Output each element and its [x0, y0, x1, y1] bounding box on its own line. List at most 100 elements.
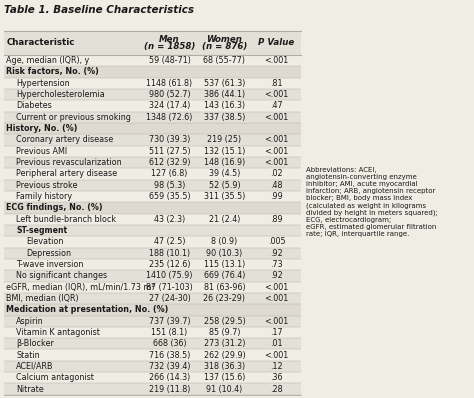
- Bar: [4, 66, 301, 78]
- Text: 266 (14.3): 266 (14.3): [149, 373, 190, 382]
- Bar: [4, 259, 301, 270]
- Bar: [4, 270, 301, 281]
- Text: <.001: <.001: [264, 317, 289, 326]
- Text: <.001: <.001: [264, 283, 289, 292]
- Text: No significant changes: No significant changes: [16, 271, 107, 280]
- Text: Calcium antagonist: Calcium antagonist: [16, 373, 94, 382]
- Text: 273 (31.2): 273 (31.2): [204, 339, 245, 348]
- Text: 730 (39.3): 730 (39.3): [149, 135, 190, 144]
- Bar: [4, 225, 301, 236]
- Text: Medication at presentation, No. (%): Medication at presentation, No. (%): [6, 305, 169, 314]
- Bar: [4, 111, 301, 123]
- Bar: [4, 157, 301, 168]
- Text: Elevation: Elevation: [26, 237, 64, 246]
- Text: .02: .02: [270, 170, 283, 178]
- Text: Hypercholesterolemia: Hypercholesterolemia: [16, 90, 105, 99]
- Text: Coronary artery disease: Coronary artery disease: [16, 135, 113, 144]
- Text: Depression: Depression: [26, 249, 71, 258]
- Text: .12: .12: [270, 362, 283, 371]
- Text: 669 (76.4): 669 (76.4): [204, 271, 245, 280]
- Bar: [4, 281, 301, 293]
- Text: 1348 (72.6): 1348 (72.6): [146, 113, 192, 122]
- Text: P Value: P Value: [258, 39, 295, 47]
- Text: <.001: <.001: [264, 113, 289, 122]
- Text: Characteristic: Characteristic: [7, 39, 75, 47]
- Text: 324 (17.4): 324 (17.4): [149, 101, 190, 110]
- Text: Left bundle-branch block: Left bundle-branch block: [16, 215, 116, 224]
- Text: Diabetes: Diabetes: [16, 101, 52, 110]
- Text: 81 (63-96): 81 (63-96): [204, 283, 245, 292]
- Text: 87 (71-103): 87 (71-103): [146, 283, 193, 292]
- Text: Age, median (IQR), y: Age, median (IQR), y: [6, 56, 90, 65]
- Text: β-Blocker: β-Blocker: [16, 339, 54, 348]
- Text: 98 (5.3): 98 (5.3): [154, 181, 185, 190]
- Text: 132 (15.1): 132 (15.1): [204, 147, 245, 156]
- Text: Previous stroke: Previous stroke: [16, 181, 78, 190]
- Text: 386 (44.1): 386 (44.1): [204, 90, 245, 99]
- Text: Abbreviations: ACEI,
angiotensin-converting enzyme
inhibitor; AMI, acute myocard: Abbreviations: ACEI, angiotensin-convert…: [306, 167, 438, 237]
- Text: 1410 (75.9): 1410 (75.9): [146, 271, 193, 280]
- Text: Nitrate: Nitrate: [16, 384, 44, 394]
- Text: .92: .92: [270, 271, 283, 280]
- Text: eGFR, median (IQR), mL/min/1.73 m²: eGFR, median (IQR), mL/min/1.73 m²: [6, 283, 155, 292]
- Text: Women: Women: [207, 35, 242, 44]
- Bar: [4, 361, 301, 372]
- Text: Hypertension: Hypertension: [16, 79, 70, 88]
- Text: 612 (32.9): 612 (32.9): [149, 158, 190, 167]
- Text: .01: .01: [270, 339, 283, 348]
- Bar: [4, 214, 301, 225]
- Text: Risk factors, No. (%): Risk factors, No. (%): [6, 67, 99, 76]
- Text: 219 (11.8): 219 (11.8): [149, 384, 190, 394]
- Text: ACEI/ARB: ACEI/ARB: [16, 362, 54, 371]
- Bar: [4, 384, 301, 395]
- Text: Family history: Family history: [16, 192, 72, 201]
- Text: .89: .89: [270, 215, 283, 224]
- Text: .99: .99: [270, 192, 283, 201]
- Text: <.001: <.001: [264, 351, 289, 360]
- Bar: [4, 146, 301, 157]
- Bar: [4, 293, 301, 304]
- Text: BMI, median (IQR): BMI, median (IQR): [6, 294, 79, 303]
- Text: 511 (27.5): 511 (27.5): [149, 147, 190, 156]
- Bar: [4, 349, 301, 361]
- Text: <.001: <.001: [264, 158, 289, 167]
- Text: 59 (48-71): 59 (48-71): [148, 56, 191, 65]
- Bar: [4, 372, 301, 384]
- Text: 90 (10.3): 90 (10.3): [206, 249, 243, 258]
- Text: 980 (52.7): 980 (52.7): [149, 90, 190, 99]
- Text: 143 (16.3): 143 (16.3): [204, 101, 245, 110]
- Text: (n = 876): (n = 876): [202, 42, 247, 51]
- Text: ST-segment: ST-segment: [16, 226, 67, 235]
- Bar: [4, 248, 301, 259]
- Text: ECG findings, No. (%): ECG findings, No. (%): [6, 203, 103, 213]
- Text: .92: .92: [270, 249, 283, 258]
- Text: Table 1. Baseline Characteristics: Table 1. Baseline Characteristics: [4, 5, 194, 15]
- Text: <.001: <.001: [264, 135, 289, 144]
- Text: .005: .005: [268, 237, 285, 246]
- Text: <.001: <.001: [264, 90, 289, 99]
- Bar: [4, 55, 301, 66]
- Bar: [4, 123, 301, 134]
- Bar: [4, 78, 301, 89]
- Text: .28: .28: [270, 384, 283, 394]
- Bar: [4, 100, 301, 111]
- Text: Previous AMI: Previous AMI: [16, 147, 67, 156]
- Text: 68 (55-77): 68 (55-77): [203, 56, 246, 65]
- Text: 27 (24-30): 27 (24-30): [148, 294, 191, 303]
- Text: .17: .17: [270, 328, 283, 337]
- Text: <.001: <.001: [264, 56, 289, 65]
- Text: 732 (39.4): 732 (39.4): [149, 362, 190, 371]
- Bar: [4, 304, 301, 316]
- Bar: [4, 134, 301, 146]
- Bar: [4, 191, 301, 202]
- Text: 137 (15.6): 137 (15.6): [204, 373, 245, 382]
- Text: .81: .81: [270, 79, 283, 88]
- Text: .48: .48: [270, 181, 283, 190]
- Text: 668 (36): 668 (36): [153, 339, 186, 348]
- Bar: [4, 316, 301, 327]
- Text: 318 (36.3): 318 (36.3): [204, 362, 245, 371]
- Text: 26 (23-29): 26 (23-29): [203, 294, 246, 303]
- Text: 716 (38.5): 716 (38.5): [149, 351, 190, 360]
- Bar: [4, 202, 301, 214]
- Text: 258 (29.5): 258 (29.5): [204, 317, 246, 326]
